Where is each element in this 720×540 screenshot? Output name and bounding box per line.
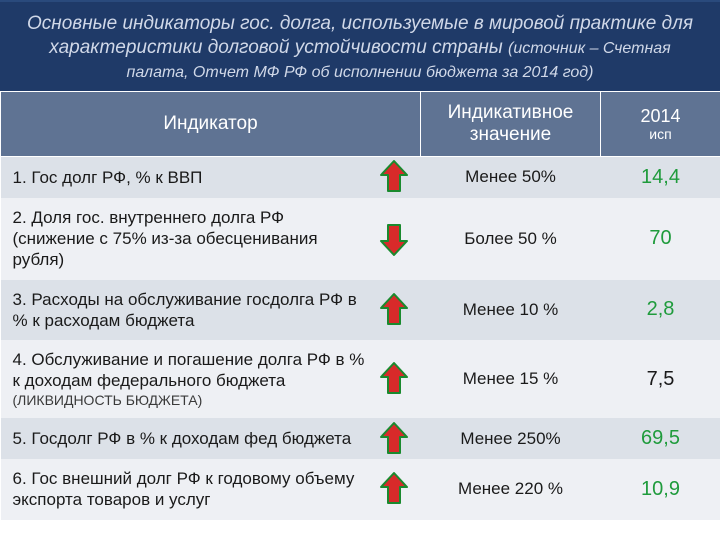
cell-value: 70 bbox=[601, 198, 720, 280]
cell-indicator: 4. Обслуживание и погашение долга РФ в %… bbox=[1, 340, 421, 418]
indicators-table: Индикатор Индикативное значение 2014 исп… bbox=[0, 91, 720, 519]
cell-indicator: 1. Гос долг РФ, % к ВВП bbox=[1, 156, 421, 198]
arrow-up-icon bbox=[377, 292, 411, 328]
cell-indicator: 2. Доля гос. внутреннего долга РФ (сниже… bbox=[1, 198, 421, 280]
table-row: 4. Обслуживание и погашение долга РФ в %… bbox=[1, 340, 720, 418]
cell-threshold: Менее 250% bbox=[421, 418, 601, 459]
indicator-text: 3. Расходы на обслуживание госдолга РФ в… bbox=[13, 289, 369, 332]
cell-indicator: 5. Госдолг РФ в % к доходам фед бюджета bbox=[1, 418, 421, 459]
cell-value: 14,4 bbox=[601, 156, 720, 198]
col-value: 2014 исп bbox=[601, 92, 720, 157]
table-row: 3. Расходы на обслуживание госдолга РФ в… bbox=[1, 280, 720, 341]
indicator-text: 6. Гос внешний долг РФ к годовому объему… bbox=[13, 468, 369, 511]
table-header-row: Индикатор Индикативное значение 2014 исп bbox=[1, 92, 720, 157]
arrow-down-icon bbox=[377, 221, 411, 257]
arrow-up-icon bbox=[377, 471, 411, 507]
cell-indicator: 6. Гос внешний долг РФ к годовому объему… bbox=[1, 459, 421, 520]
indicator-text: 1. Гос долг РФ, % к ВВП bbox=[13, 167, 369, 188]
cell-threshold: Менее 15 % bbox=[421, 340, 601, 418]
table-row: 2. Доля гос. внутреннего долга РФ (сниже… bbox=[1, 198, 720, 280]
cell-value: 69,5 bbox=[601, 418, 720, 459]
cell-value: 10,9 bbox=[601, 459, 720, 520]
col-indicator: Индикатор bbox=[1, 92, 421, 157]
cell-threshold: Менее 10 % bbox=[421, 280, 601, 341]
cell-threshold: Менее 220 % bbox=[421, 459, 601, 520]
col-threshold: Индикативное значение bbox=[421, 92, 601, 157]
cell-value: 7,5 bbox=[601, 340, 720, 418]
indicator-text: 4. Обслуживание и погашение долга РФ в %… bbox=[13, 349, 369, 392]
table-row: 5. Госдолг РФ в % к доходам фед бюджета М… bbox=[1, 418, 720, 459]
cell-value: 2,8 bbox=[601, 280, 720, 341]
arrow-up-icon bbox=[377, 421, 411, 457]
cell-threshold: Менее 50% bbox=[421, 156, 601, 198]
indicator-text: 5. Госдолг РФ в % к доходам фед бюджета bbox=[13, 428, 369, 449]
cell-threshold: Более 50 % bbox=[421, 198, 601, 280]
arrow-up-icon bbox=[377, 361, 411, 397]
arrow-up-icon bbox=[377, 159, 411, 195]
indicator-text: 2. Доля гос. внутреннего долга РФ (сниже… bbox=[13, 207, 369, 271]
cell-indicator: 3. Расходы на обслуживание госдолга РФ в… bbox=[1, 280, 421, 341]
table-row: 6. Гос внешний долг РФ к годовому объему… bbox=[1, 459, 720, 520]
slide-title: Основные индикаторы гос. долга, использу… bbox=[0, 0, 720, 91]
indicator-note: (ЛИКВИДНОСТЬ БЮДЖЕТА) bbox=[13, 392, 369, 410]
table-row: 1. Гос долг РФ, % к ВВП Менее 50%14,4 bbox=[1, 156, 720, 198]
